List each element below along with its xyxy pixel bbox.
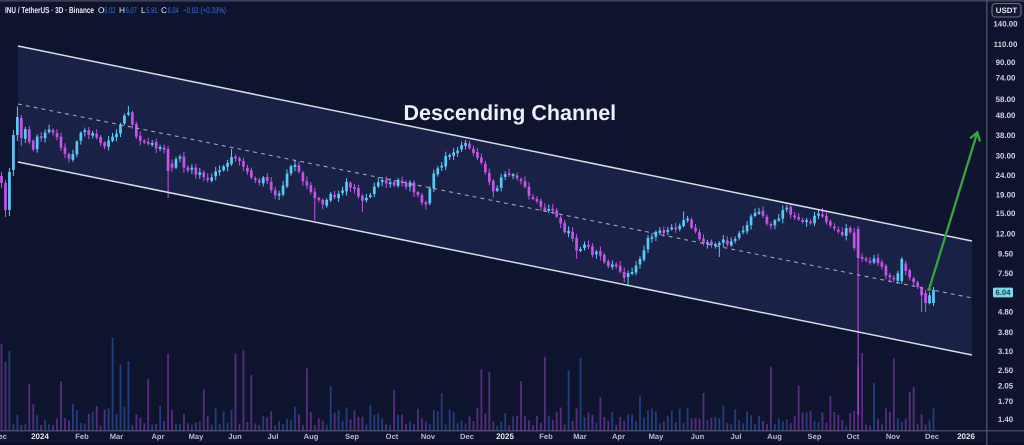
svg-text:O: O [98, 5, 105, 15]
svg-text:Apr: Apr [151, 432, 164, 441]
svg-text:Nov: Nov [421, 432, 436, 441]
svg-text:Oct: Oct [847, 432, 860, 441]
svg-text:6.04: 6.04 [996, 288, 1012, 297]
svg-text:Nov: Nov [886, 432, 901, 441]
svg-text:74.00: 74.00 [996, 73, 1016, 82]
svg-text:30.00: 30.00 [996, 152, 1016, 161]
svg-text:Jul: Jul [268, 432, 279, 441]
svg-text:12.00: 12.00 [996, 229, 1016, 238]
svg-text:110.00: 110.00 [994, 40, 1018, 49]
svg-text:24.00: 24.00 [996, 171, 1016, 180]
svg-text:Sep: Sep [808, 432, 822, 441]
svg-text:4.80: 4.80 [998, 308, 1014, 317]
svg-text:38.00: 38.00 [996, 131, 1016, 140]
svg-text:9.50: 9.50 [998, 249, 1014, 258]
svg-text:Dec: Dec [0, 432, 7, 441]
svg-text:Dec: Dec [460, 432, 474, 441]
svg-text:May: May [189, 432, 205, 441]
svg-text:May: May [649, 432, 665, 441]
svg-text:19.00: 19.00 [996, 190, 1016, 199]
svg-text:15.00: 15.00 [996, 209, 1016, 218]
svg-text:6.02: 6.02 [104, 5, 115, 15]
svg-text:USDT: USDT [996, 6, 1018, 15]
svg-text:Oct: Oct [386, 432, 399, 441]
svg-text:6.04: 6.04 [168, 5, 179, 15]
svg-text:1.70: 1.70 [998, 397, 1014, 406]
svg-text:5.91: 5.91 [146, 5, 157, 15]
svg-text:2.05: 2.05 [998, 382, 1014, 391]
svg-text:Aug: Aug [767, 432, 782, 441]
svg-text:3.80: 3.80 [998, 328, 1014, 337]
svg-text:Mar: Mar [110, 432, 124, 441]
svg-text:L: L [141, 5, 146, 15]
svg-text:140.00: 140.00 [993, 20, 1018, 29]
svg-text:Apr: Apr [612, 432, 625, 441]
svg-text:Feb: Feb [75, 432, 89, 441]
svg-text:Aug: Aug [304, 432, 319, 441]
svg-text:48.00: 48.00 [996, 111, 1016, 120]
svg-text:−0.02 (+0.33%): −0.02 (+0.33%) [183, 5, 226, 15]
svg-text:Jun: Jun [228, 432, 242, 441]
svg-text:1.40: 1.40 [998, 415, 1014, 424]
svg-text:Feb: Feb [539, 432, 553, 441]
svg-text:H: H [119, 5, 125, 15]
svg-text:7.50: 7.50 [998, 269, 1014, 278]
svg-text:90.00: 90.00 [996, 58, 1016, 67]
svg-text:INU / TetherUS · 3D · Binance: INU / TetherUS · 3D · Binance [5, 5, 94, 15]
svg-text:2.50: 2.50 [998, 366, 1014, 375]
svg-text:Descending Channel: Descending Channel [404, 101, 617, 125]
svg-text:58.00: 58.00 [996, 95, 1016, 104]
svg-text:2026: 2026 [957, 432, 975, 441]
svg-text:C: C [161, 5, 167, 15]
svg-text:6.07: 6.07 [126, 5, 137, 15]
svg-text:Jun: Jun [691, 432, 705, 441]
svg-text:Jul: Jul [731, 432, 742, 441]
svg-text:2024: 2024 [31, 432, 49, 441]
svg-text:2025: 2025 [496, 432, 514, 441]
svg-text:Mar: Mar [573, 432, 587, 441]
svg-text:Sep: Sep [345, 432, 359, 441]
svg-text:3.10: 3.10 [998, 347, 1014, 356]
svg-text:Dec: Dec [925, 432, 939, 441]
